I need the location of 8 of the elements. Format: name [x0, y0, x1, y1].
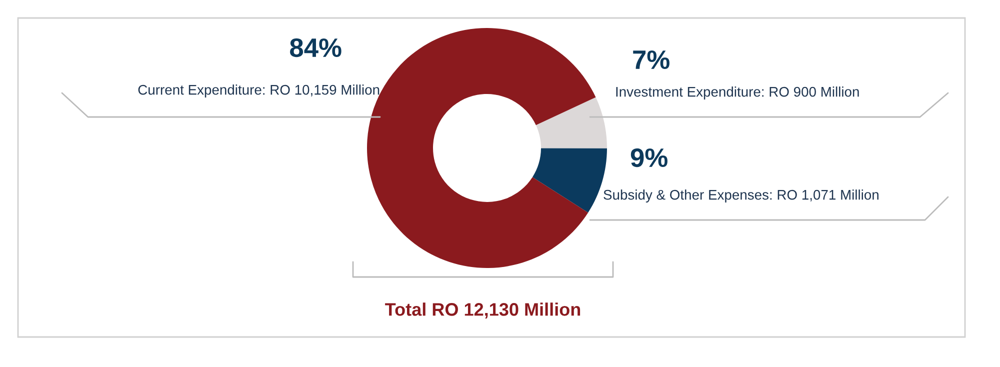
data-label: 84%: [290, 38, 342, 58]
data-label: 7%: [633, 50, 670, 70]
data-label: 9%: [630, 148, 668, 168]
slice-label: Subsidy & Other Expenses: RO 1,071 Million: [604, 190, 878, 202]
text: Total RO 12,130 Million: [385, 302, 580, 318]
slice-label: Investment Expenditure: RO 900 Million: [616, 86, 859, 100]
donut-slice: [536, 97, 607, 148]
slice-label: Current Expenditure: RO 10,159 Million: [138, 84, 380, 98]
